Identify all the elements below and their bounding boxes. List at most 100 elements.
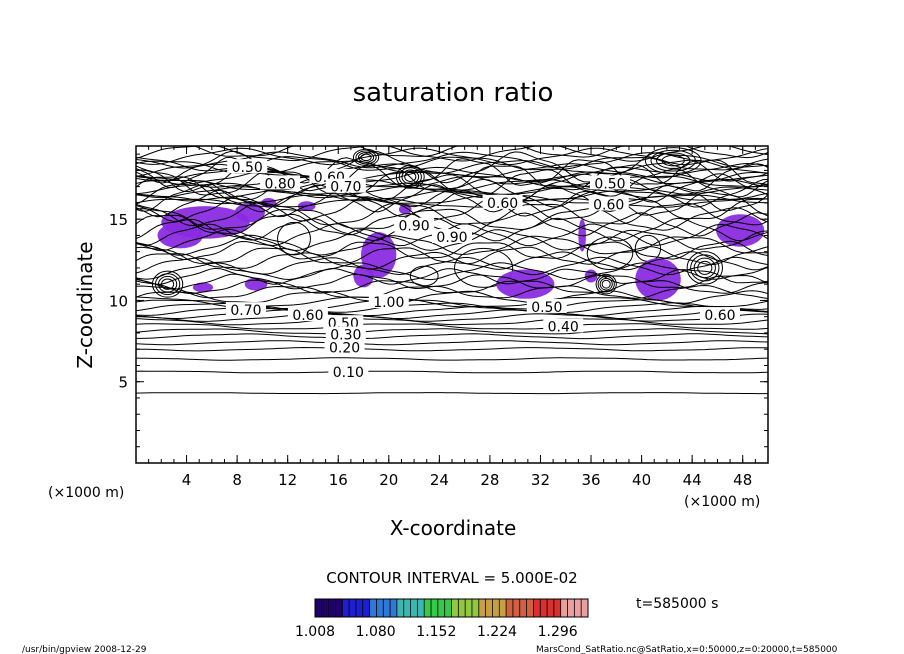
contour-eddy xyxy=(357,152,375,163)
colorbar-cell xyxy=(581,599,589,617)
contour-line xyxy=(136,279,768,295)
colorbar-ticks: 1.008 1.080 1.152 1.224 1.296 xyxy=(295,624,578,640)
contour-label-bg xyxy=(543,318,584,333)
contour-line xyxy=(136,223,768,247)
contour-label: 0.60 xyxy=(704,308,735,324)
chart-title: saturation ratio xyxy=(353,78,554,108)
contour-line xyxy=(136,357,768,361)
colorbar-cell xyxy=(410,599,418,617)
contour-line xyxy=(136,256,768,276)
x-unit-right: (×1000 m) xyxy=(684,494,760,510)
contour-label: 0.30 xyxy=(330,328,361,344)
supersaturated-fill xyxy=(398,204,412,215)
colorbar-tick-label: 1.152 xyxy=(416,624,456,640)
contour-eddy xyxy=(599,277,613,291)
contour-eddy xyxy=(693,257,716,279)
contour-line xyxy=(136,147,768,166)
x-tick-label: 28 xyxy=(480,471,499,489)
colorbar-cell xyxy=(465,599,473,617)
clear-region xyxy=(277,221,311,256)
contour-label-bg xyxy=(432,229,472,244)
colorbar-cell xyxy=(315,599,323,617)
contour-eddy xyxy=(595,273,617,295)
x-tick-label: 48 xyxy=(733,471,752,489)
colorbar-cell xyxy=(383,599,391,617)
contour-line xyxy=(136,313,768,322)
clear-region xyxy=(454,247,514,288)
contour-line xyxy=(136,340,768,346)
contour-label-bg xyxy=(260,175,301,190)
x-tick-label: 8 xyxy=(232,471,242,489)
colorbar-tick-label: 1.080 xyxy=(356,624,396,640)
colorbar-cell xyxy=(519,599,528,617)
contour-interval: CONTOUR INTERVAL = 5.000E-02 xyxy=(326,569,577,587)
contour-eddy xyxy=(656,152,691,169)
x-tick-label: 40 xyxy=(632,471,651,489)
contour-eddy xyxy=(154,273,181,296)
contour-line xyxy=(136,251,768,271)
contour-line xyxy=(136,202,768,227)
contour-label: 0.80 xyxy=(265,176,296,192)
contour-label-bg xyxy=(227,159,268,174)
colorbar-tick-label: 1.224 xyxy=(477,624,517,640)
colorbar-cell xyxy=(451,599,459,617)
footer-right: MarsCond_SatRatio.nc@SatRatio,x=0:50000,… xyxy=(536,645,838,654)
contour-line xyxy=(136,262,768,281)
contour-line xyxy=(136,392,768,395)
contour-eddy xyxy=(650,149,696,172)
contour-label-bg xyxy=(325,178,366,193)
contour-eddy xyxy=(661,154,685,167)
x-tick-label: 4 xyxy=(182,471,192,489)
contour-line xyxy=(136,178,768,192)
contour-label: 0.90 xyxy=(398,219,429,235)
contour-line xyxy=(136,207,768,231)
contour-eddy xyxy=(157,275,178,293)
x-axis-ticks: 4 8 12 16 20 24 28 32 36 40 44 48 xyxy=(148,146,756,489)
x-tick-label: 36 xyxy=(581,471,600,489)
colorbar-cell xyxy=(437,599,446,617)
contour-label-bg xyxy=(325,326,366,341)
contour-line xyxy=(136,195,768,222)
colorbar-cell xyxy=(499,599,507,617)
contour-label-bg xyxy=(482,194,523,209)
contour-eddy xyxy=(686,251,723,285)
colorbar-cell xyxy=(362,599,371,617)
x-tick-label: 24 xyxy=(430,471,449,489)
contour-label: 0.60 xyxy=(487,196,518,212)
contour-labels: 0.500.80 0.600.70 0.500.60 0.600.900.901.00… xyxy=(225,159,740,381)
colorbar-cell xyxy=(492,599,500,617)
supersaturated-fill xyxy=(234,202,265,223)
contour-label-bg xyxy=(225,302,266,317)
colorbar-cell xyxy=(506,599,514,617)
contour-label: 1.00 xyxy=(373,295,404,311)
contour-eddy xyxy=(352,148,380,167)
colorbar-cell xyxy=(390,599,398,617)
contour-label-bg xyxy=(368,294,409,309)
plot-area: 0.500.80 0.600.70 0.500.60 0.600.900.901.00… xyxy=(135,145,769,464)
colorbar-cell xyxy=(321,599,330,617)
colorbar-cell xyxy=(512,599,521,617)
y-axis-ticks: 5 10 15 xyxy=(109,153,768,448)
contour-line xyxy=(136,150,768,184)
contour-label: 0.60 xyxy=(292,308,323,324)
supersaturated-fill xyxy=(716,214,765,247)
colorbar-tick-label: 1.008 xyxy=(295,624,335,640)
colorbar-frame xyxy=(314,598,589,618)
colorbar-cell xyxy=(431,599,439,617)
contour-line xyxy=(136,246,768,266)
contour-eddy xyxy=(355,150,377,165)
colorbar-cell xyxy=(471,599,480,617)
contour-label-bg xyxy=(328,363,369,378)
x-axis-label: X-coordinate xyxy=(390,516,517,540)
contour-label: 0.50 xyxy=(594,176,625,192)
contour-line xyxy=(136,333,768,340)
colorbar-cell xyxy=(328,599,336,617)
contour-eddy xyxy=(597,275,615,293)
colorbar-cell xyxy=(376,599,384,617)
y-axis-label: Z-coordinate xyxy=(73,241,97,368)
x-tick-label: 12 xyxy=(278,471,297,489)
colorbar-cell xyxy=(335,599,343,617)
y-tick-label: 10 xyxy=(109,292,128,310)
contour-label: 0.70 xyxy=(330,180,361,196)
